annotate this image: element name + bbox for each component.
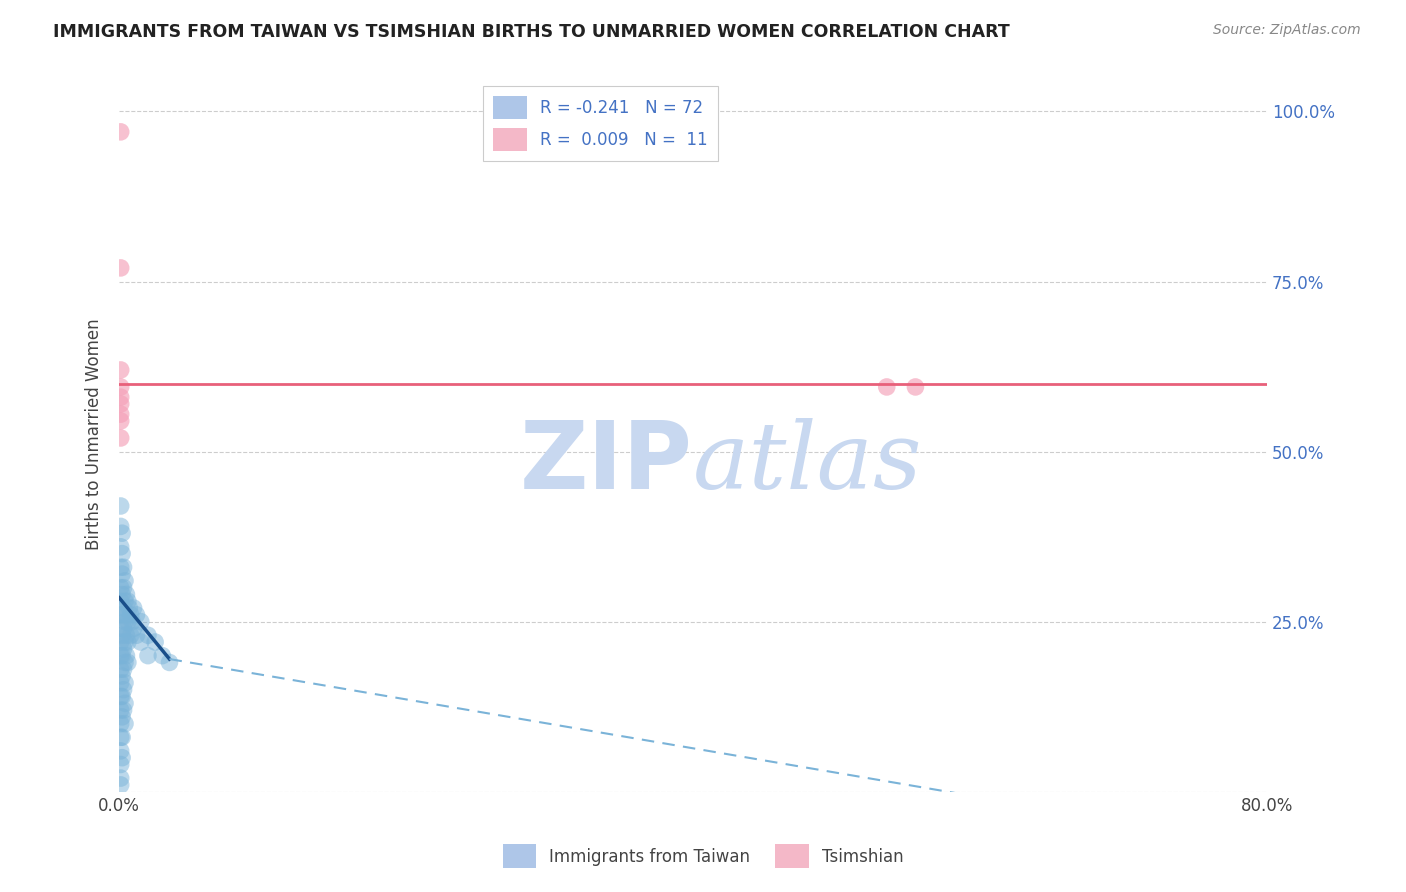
Point	[110, 560, 132, 574]
Point	[129, 615, 152, 629]
Point	[112, 622, 135, 636]
Point	[110, 703, 132, 717]
Point	[115, 587, 138, 601]
Point	[114, 696, 136, 710]
Point	[110, 771, 132, 785]
Point	[110, 594, 132, 608]
Point	[115, 628, 138, 642]
Point	[110, 125, 132, 139]
Point	[111, 669, 134, 683]
Point	[110, 363, 132, 377]
Point	[117, 635, 139, 649]
Point	[136, 628, 159, 642]
Point	[110, 380, 132, 394]
Point	[110, 431, 132, 445]
Point	[159, 656, 181, 670]
Point	[110, 540, 132, 554]
Point	[111, 607, 134, 622]
Point	[122, 601, 145, 615]
Point	[110, 744, 132, 758]
Point	[110, 499, 132, 513]
Point	[111, 567, 134, 582]
Point	[111, 750, 134, 764]
Point	[110, 676, 132, 690]
Point	[110, 778, 132, 792]
Point	[111, 731, 134, 745]
Point	[110, 690, 132, 704]
Point	[120, 628, 142, 642]
Point	[110, 519, 132, 533]
Point	[111, 628, 134, 642]
Point	[118, 601, 141, 615]
Legend: R = -0.241   N = 72, R =  0.009   N =  11: R = -0.241 N = 72, R = 0.009 N = 11	[484, 86, 717, 161]
Point	[125, 607, 148, 622]
Point	[114, 574, 136, 588]
Point	[136, 648, 159, 663]
Point	[111, 547, 134, 561]
Point	[112, 662, 135, 676]
Point	[110, 757, 132, 772]
Point	[904, 380, 927, 394]
Point	[114, 635, 136, 649]
Point	[117, 615, 139, 629]
Point	[111, 648, 134, 663]
Point	[115, 607, 138, 622]
Point	[114, 615, 136, 629]
Point	[110, 414, 132, 428]
Point	[112, 560, 135, 574]
Point	[120, 607, 142, 622]
Point	[122, 622, 145, 636]
Text: Source: ZipAtlas.com: Source: ZipAtlas.com	[1213, 23, 1361, 37]
Legend: Immigrants from Taiwan, Tsimshian: Immigrants from Taiwan, Tsimshian	[496, 838, 910, 875]
Point	[114, 656, 136, 670]
Point	[111, 526, 134, 541]
Text: atlas: atlas	[693, 418, 922, 508]
Text: ZIP: ZIP	[520, 417, 693, 509]
Point	[114, 676, 136, 690]
Point	[110, 662, 132, 676]
Point	[129, 635, 152, 649]
Point	[125, 628, 148, 642]
Point	[112, 682, 135, 697]
Point	[111, 587, 134, 601]
Point	[110, 390, 132, 404]
Point	[114, 594, 136, 608]
Point	[114, 716, 136, 731]
Point	[111, 710, 134, 724]
Point	[115, 648, 138, 663]
Point	[110, 648, 132, 663]
Point	[112, 601, 135, 615]
Point	[110, 407, 132, 421]
Point	[110, 581, 132, 595]
Point	[110, 397, 132, 411]
Point	[117, 594, 139, 608]
Point	[110, 716, 132, 731]
Point	[876, 380, 898, 394]
Point	[111, 690, 134, 704]
Point	[110, 607, 132, 622]
Point	[150, 648, 173, 663]
Point	[110, 635, 132, 649]
Point	[117, 656, 139, 670]
Point	[121, 615, 143, 629]
Point	[110, 260, 132, 275]
Point	[112, 641, 135, 656]
Point	[110, 731, 132, 745]
Point	[112, 581, 135, 595]
Point	[110, 622, 132, 636]
Y-axis label: Births to Unmarried Women: Births to Unmarried Women	[86, 318, 103, 550]
Point	[143, 635, 166, 649]
Point	[112, 703, 135, 717]
Text: IMMIGRANTS FROM TAIWAN VS TSIMSHIAN BIRTHS TO UNMARRIED WOMEN CORRELATION CHART: IMMIGRANTS FROM TAIWAN VS TSIMSHIAN BIRT…	[53, 23, 1010, 41]
